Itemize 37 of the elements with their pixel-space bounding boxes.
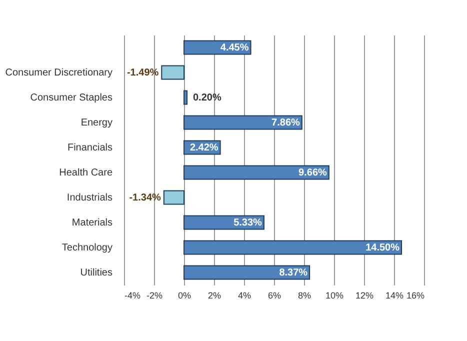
x-tick-label: 14% xyxy=(385,290,404,300)
data-label: -1.49% xyxy=(126,68,159,78)
x-tick-label: 6% xyxy=(268,290,282,300)
bar xyxy=(163,190,184,205)
x-tick-label: -4% xyxy=(124,290,141,300)
bar xyxy=(184,90,188,105)
y-tick-label: Energy xyxy=(80,118,112,128)
bar xyxy=(184,240,402,255)
data-label: 7.86% xyxy=(272,118,300,128)
bar xyxy=(184,165,330,180)
y-tick-label: Health Care xyxy=(59,168,113,178)
x-tick-label: 8% xyxy=(298,290,312,300)
data-label: 0.20% xyxy=(193,92,222,104)
data-label: 2.42% xyxy=(190,142,218,154)
y-tick-label: Financials xyxy=(67,142,112,154)
data-label: 9.66% xyxy=(298,168,328,178)
y-tick-label: Consumer Staples xyxy=(30,92,112,104)
data-label: -1.34% xyxy=(129,192,162,204)
x-tick-label: 10% xyxy=(325,290,344,300)
x-tick-label: 4% xyxy=(238,290,252,300)
x-tick-label: 2% xyxy=(208,290,222,300)
data-label: 5.33% xyxy=(234,218,262,228)
bar xyxy=(161,65,184,80)
y-tick-label: Technology xyxy=(62,242,112,254)
y-tick-label: Industrials xyxy=(66,192,112,204)
bar xyxy=(184,265,310,280)
x-tick-label: 16% xyxy=(406,290,424,300)
y-tick-label: Consumer Discretionary xyxy=(5,68,112,78)
data-label: 14.50% xyxy=(366,242,400,254)
bar xyxy=(184,115,302,130)
x-tick-label: -2% xyxy=(146,290,163,300)
data-label: 8.37% xyxy=(279,268,308,278)
y-tick-label: Utilities xyxy=(80,268,112,278)
data-label: 4.45% xyxy=(220,42,249,54)
x-tick-label: 12% xyxy=(355,290,374,300)
x-tick-label: 0% xyxy=(178,290,192,300)
y-tick-label: Materials xyxy=(72,218,112,228)
